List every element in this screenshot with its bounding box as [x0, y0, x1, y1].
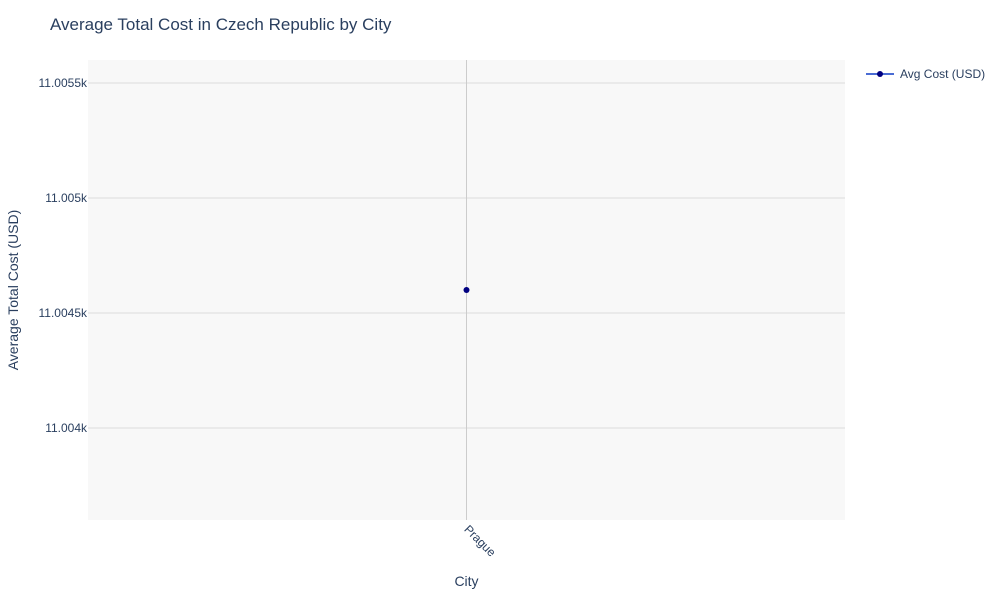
- chart-title: Average Total Cost in Czech Republic by …: [50, 15, 392, 34]
- data-point[interactable]: [463, 287, 470, 293]
- x-axis-title: City: [454, 573, 478, 589]
- y-tick-label: 11.0045k: [39, 306, 88, 320]
- legend-marker-swatch: [877, 71, 883, 77]
- legend-label: Avg Cost (USD): [900, 67, 985, 81]
- x-tick-label: Prague: [461, 522, 498, 559]
- y-tick-label: 11.0055k: [39, 76, 88, 90]
- legend[interactable]: Avg Cost (USD): [866, 67, 985, 81]
- y-tick-labels: 11.004k 11.0045k 11.005k 11.0055k: [39, 76, 89, 435]
- y-tick-label: 11.005k: [45, 191, 88, 205]
- y-tick-label: 11.004k: [45, 421, 88, 435]
- x-tick-labels: Prague: [461, 522, 498, 559]
- series-layer: [463, 287, 470, 293]
- y-axis-title: Average Total Cost (USD): [5, 210, 21, 371]
